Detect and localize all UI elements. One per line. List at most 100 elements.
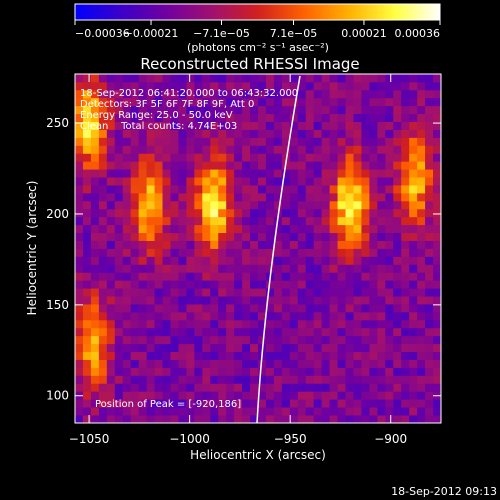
plot-frame xyxy=(74,73,442,424)
heatmap-cell xyxy=(353,81,362,91)
heatmap-cell xyxy=(170,367,179,376)
heatmap-cell xyxy=(425,177,434,186)
heatmap-cell xyxy=(106,200,116,210)
heatmap-cell xyxy=(258,248,267,257)
heatmap-cell xyxy=(337,208,346,218)
heatmap-cell xyxy=(178,177,187,186)
heatmap-cell xyxy=(90,311,100,321)
heatmap-cell xyxy=(305,296,315,305)
heatmap-cell xyxy=(154,137,163,146)
heatmap-cell xyxy=(337,145,346,154)
heatmap-cell xyxy=(393,153,402,162)
heatmap-cell xyxy=(289,121,299,130)
heatmap-cell xyxy=(162,224,171,234)
heatmap-cell xyxy=(297,97,307,107)
heatmap-cell xyxy=(281,248,291,257)
heatmap-cell xyxy=(202,185,211,194)
heatmap-cell xyxy=(226,248,235,257)
heatmap-cell xyxy=(154,97,163,107)
heatmap-cell xyxy=(369,272,378,281)
heatmap-cell xyxy=(202,208,211,218)
heatmap-cell xyxy=(353,97,362,107)
heatmap-cell xyxy=(250,113,259,122)
heatmap-cell xyxy=(289,383,299,392)
heatmap-cell xyxy=(425,185,434,194)
heatmap-cell xyxy=(321,264,331,273)
heatmap-cell xyxy=(75,415,84,424)
heatmap-cell xyxy=(75,153,84,162)
heatmap-cell xyxy=(289,232,299,241)
heatmap-cell xyxy=(242,256,251,265)
heatmap-cell xyxy=(369,296,378,305)
heatmap-cell xyxy=(98,161,108,170)
heatmap-cell xyxy=(90,256,100,265)
heatmap-cell xyxy=(162,192,171,202)
heatmap-cell xyxy=(433,351,442,360)
heatmap-cell xyxy=(337,256,346,265)
heatmap-cell xyxy=(218,311,227,321)
heatmap-cell xyxy=(130,113,140,122)
heatmap-cell xyxy=(162,177,171,186)
heatmap-cell xyxy=(138,335,148,345)
heatmap-cell xyxy=(114,129,124,138)
heatmap-cell xyxy=(265,311,275,321)
heatmap-cell xyxy=(281,185,291,194)
heatmap-cell xyxy=(258,359,267,368)
heatmap-cell xyxy=(265,351,275,360)
heatmap-cell xyxy=(98,177,108,186)
heatmap-cell xyxy=(297,272,307,281)
heatmap-cell xyxy=(337,367,346,376)
heatmap-cell xyxy=(321,288,331,297)
heatmap-cell xyxy=(194,145,203,154)
heatmap-cell xyxy=(361,232,370,241)
heatmap-cell xyxy=(258,335,267,345)
heatmap-cell xyxy=(258,153,267,162)
heatmap-cell xyxy=(417,367,426,376)
colorbar: −0.00036−0.00021 −7.1e−05 7.1e−05 0.00021 0.… xyxy=(74,3,441,54)
heatmap-cell xyxy=(377,367,386,376)
heatmap-cell xyxy=(75,359,84,368)
heatmap-cell xyxy=(337,375,346,384)
heatmap-cell xyxy=(218,153,227,162)
heatmap-cell xyxy=(226,391,235,400)
heatmap-cell xyxy=(281,343,291,353)
heatmap-cell xyxy=(154,399,163,408)
heatmap-cell xyxy=(289,351,299,360)
heatmap-cell xyxy=(417,240,426,249)
heatmap-cell xyxy=(250,280,259,289)
heatmap-cell xyxy=(409,240,418,249)
heatmap-cell xyxy=(250,359,259,368)
heatmap-cell xyxy=(273,280,283,289)
heatmap-cell xyxy=(321,89,331,99)
heatmap-cell xyxy=(433,208,442,218)
heatmap-cell xyxy=(401,399,410,408)
heatmap-cell xyxy=(122,169,132,178)
heatmap-cell xyxy=(265,327,275,337)
heatmap-cell xyxy=(226,415,235,424)
heatmap-cell xyxy=(329,280,338,289)
heatmap-cell xyxy=(202,304,211,313)
heatmap-cell xyxy=(258,145,267,154)
heatmap-cell xyxy=(194,129,203,138)
heatmap-cell xyxy=(146,264,155,273)
heatmap-cell xyxy=(417,415,426,424)
heatmap-cell xyxy=(425,129,434,138)
heatmap-cell xyxy=(218,105,227,115)
heatmap-cell xyxy=(122,137,132,146)
heatmap-cell xyxy=(313,208,323,218)
heatmap-cell xyxy=(385,169,394,178)
heatmap-cell xyxy=(178,407,187,416)
heatmap-cell xyxy=(265,74,275,83)
heatmap-cell xyxy=(186,145,195,154)
heatmap-cell xyxy=(401,319,410,329)
heatmap-cell xyxy=(401,224,410,234)
heatmap-cell xyxy=(98,89,108,99)
heatmap-cell xyxy=(138,407,148,416)
heatmap-cell xyxy=(186,161,195,170)
heatmap-cell xyxy=(82,391,92,400)
heatmap-cell xyxy=(226,256,235,265)
heatmap-cell xyxy=(433,192,442,202)
heatmap-cell xyxy=(202,407,211,416)
heatmap-cell xyxy=(329,256,338,265)
heatmap-cell xyxy=(361,256,370,265)
